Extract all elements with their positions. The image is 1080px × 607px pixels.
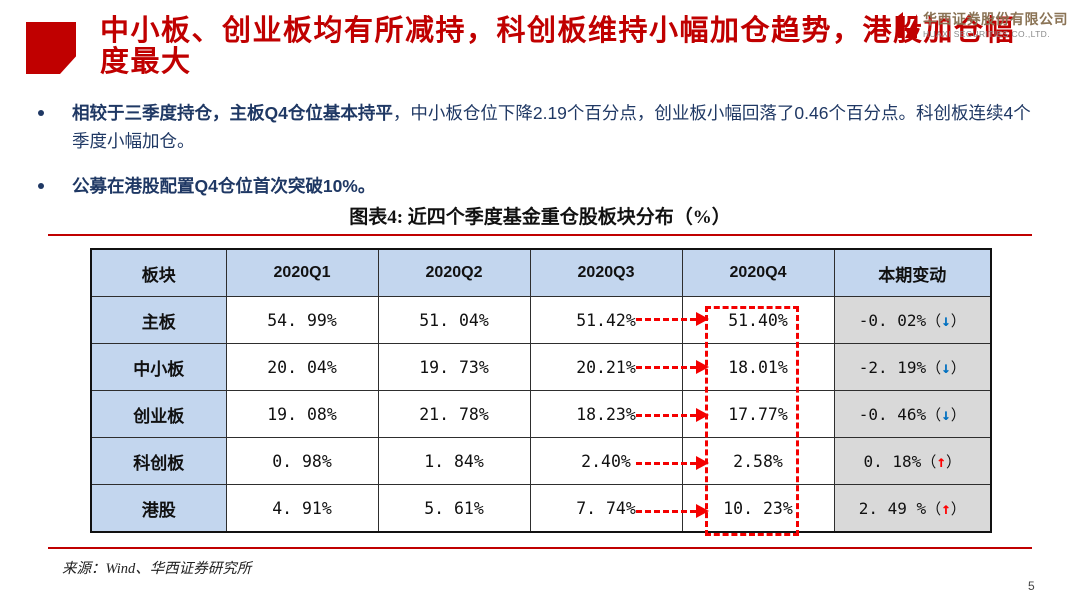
figure-title: 图表4: 近四个季度基金重仓股板块分布（%） xyxy=(349,207,731,228)
table-row: 主板 54. 99% 51. 04% 51.42% 51.40% -0. 02%（↓） xyxy=(90,296,992,344)
company-logo: 华西证券股份有限公司 HUAXI SECURITIES CO.,LTD. xyxy=(898,12,1068,40)
change-value: 0. 18% xyxy=(863,451,922,471)
down-arrow-icon: ↓ xyxy=(941,357,951,377)
source-note: 来源：Wind、华西证券研究所 xyxy=(62,561,252,577)
value-cell: 10. 23% xyxy=(681,484,835,533)
table-header-row: 板块 2020Q1 2020Q2 2020Q3 2020Q4 本期变动 xyxy=(90,248,992,297)
value-cell: 51.42% xyxy=(529,296,683,344)
change-value: -2. 19% xyxy=(858,357,927,377)
down-arrow-icon: ↓ xyxy=(941,404,951,424)
bullet-item: 公募在港股配置Q4仓位首次突破10%。 xyxy=(72,172,1047,200)
change-cell: -2. 19%（↓） xyxy=(833,343,992,391)
bullet-bold-text: 公募在港股配置Q4仓位首次突破10%。 xyxy=(72,176,376,196)
company-name-cn: 华西证券股份有限公司 xyxy=(923,13,1068,28)
paren-close: ） xyxy=(950,407,966,424)
header-2020q2: 2020Q2 xyxy=(377,248,531,297)
value-cell: 17.77% xyxy=(681,390,835,438)
sector-cell: 港股 xyxy=(90,484,227,533)
change-value: -0. 46% xyxy=(858,404,927,424)
table-row: 中小板 20. 04% 19. 73% 20.21% 18.01% -2. 19%（↓） xyxy=(90,343,992,391)
header-2020q1: 2020Q1 xyxy=(225,248,379,297)
value-cell: 51.40% xyxy=(681,296,835,344)
change-cell: 2. 49 %（↑） xyxy=(833,484,992,533)
change-cell: -0. 02%（↓） xyxy=(833,296,992,344)
divider-line-top xyxy=(48,234,1032,236)
title-marker-block xyxy=(26,22,76,74)
value-cell: 19. 08% xyxy=(225,390,379,438)
company-name-en: HUAXI SECURITIES CO.,LTD. xyxy=(923,29,1050,39)
sector-cell: 创业板 xyxy=(90,390,227,438)
change-value: 2. 49 % xyxy=(858,498,927,518)
change-cell: 0. 18%（↑） xyxy=(833,437,992,485)
sector-cell: 科创板 xyxy=(90,437,227,485)
value-cell: 4. 91% xyxy=(225,484,379,533)
header-2020q3: 2020Q3 xyxy=(529,248,683,297)
page-number: 5 xyxy=(1028,579,1035,593)
up-arrow-icon: ↑ xyxy=(941,498,951,518)
header-sector: 板块 xyxy=(90,248,227,297)
bullet-bold-text: 相较于三季度持仓，主板Q4仓位基本持平 xyxy=(72,103,393,123)
bullet-dot xyxy=(38,110,44,116)
bullet-item: 相较于三季度持仓，主板Q4仓位基本持平，中小板仓位下降2.19个百分点，创业板小… xyxy=(72,99,1047,155)
sector-cell: 中小板 xyxy=(90,343,227,391)
page-title: 中小板、创业板均有所减持，科创板维持小幅加仓趋势，港股加仓幅度最大 xyxy=(100,15,1016,78)
paren-close: ） xyxy=(950,501,966,518)
table-row: 创业板 19. 08% 21. 78% 18.23% 17.77% -0. 46%（↓） xyxy=(90,390,992,438)
bullet-regular-text: ，中小板仓位下降2.19个百分点，创业板小幅回落了0.46个百分点。科创板连续4… xyxy=(72,103,1031,151)
value-cell: 20.21% xyxy=(529,343,683,391)
value-cell: 21. 78% xyxy=(377,390,531,438)
value-cell: 1. 84% xyxy=(377,437,531,485)
table-body: 主板 54. 99% 51. 04% 51.42% 51.40% -0. 02%（↓） 中小… xyxy=(90,296,992,533)
value-cell: 19. 73% xyxy=(377,343,531,391)
change-cell: -0. 46%（↓） xyxy=(833,390,992,438)
value-cell: 54. 99% xyxy=(225,296,379,344)
divider-line-bottom xyxy=(48,547,1032,549)
value-cell: 18.23% xyxy=(529,390,683,438)
value-cell: 7. 74% xyxy=(529,484,683,533)
value-cell: 2.58% xyxy=(681,437,835,485)
value-cell: 2.40% xyxy=(529,437,683,485)
header-change: 本期变动 xyxy=(833,248,992,297)
huaxi-logo-icon xyxy=(898,12,917,38)
bullet-dot xyxy=(38,183,44,189)
paren-open: （ xyxy=(926,501,942,518)
paren-close: ） xyxy=(950,360,966,377)
up-arrow-icon: ↑ xyxy=(936,451,946,471)
value-cell: 5. 61% xyxy=(377,484,531,533)
table-row: 港股 4. 91% 5. 61% 7. 74% 10. 23% 2. 49 %（↑） xyxy=(90,484,992,533)
table-row: 科创板 0. 98% 1. 84% 2.40% 2.58% 0. 18%（↑） xyxy=(90,437,992,485)
value-cell: 18.01% xyxy=(681,343,835,391)
fund-position-table: 板块 2020Q1 2020Q2 2020Q3 2020Q4 本期变动 主板 54… xyxy=(90,248,992,533)
paren-open: （ xyxy=(921,454,937,471)
change-value: -0. 02% xyxy=(858,310,927,330)
value-cell: 0. 98% xyxy=(225,437,379,485)
company-logo-text: 华西证券股份有限公司 HUAXI SECURITIES CO.,LTD. xyxy=(923,12,1068,40)
value-cell: 51. 04% xyxy=(377,296,531,344)
sector-cell: 主板 xyxy=(90,296,227,344)
paren-open: （ xyxy=(926,313,942,330)
paren-open: （ xyxy=(926,360,942,377)
value-cell: 20. 04% xyxy=(225,343,379,391)
down-arrow-icon: ↓ xyxy=(941,310,951,330)
header-2020q4: 2020Q4 xyxy=(681,248,835,297)
paren-open: （ xyxy=(926,407,942,424)
paren-close: ） xyxy=(950,313,966,330)
paren-close: ） xyxy=(945,454,961,471)
table-wrapper: 板块 2020Q1 2020Q2 2020Q3 2020Q4 本期变动 主板 54… xyxy=(90,248,992,533)
